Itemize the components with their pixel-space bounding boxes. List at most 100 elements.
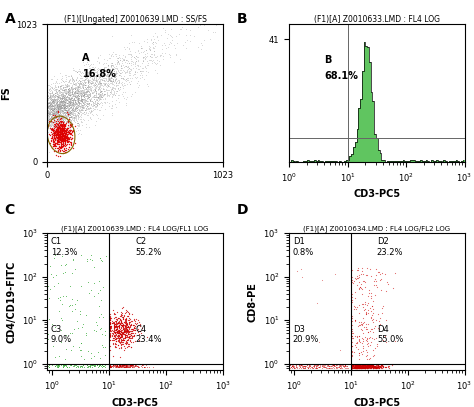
Point [110, 310, 118, 317]
Point [91, 363, 99, 369]
Point [50, 105, 58, 112]
Point [75, 101, 83, 107]
Point [68, 109, 75, 116]
Point [329, 361, 337, 368]
Point [305, 362, 312, 368]
Point [54, 116, 62, 123]
Point [54, 123, 62, 130]
Point [57, 326, 64, 333]
Point [118, 364, 126, 370]
Point [87, 61, 94, 68]
Point [91, 83, 98, 90]
Point [65, 138, 73, 144]
Point [348, 363, 356, 369]
Point [44, 129, 51, 135]
Point [105, 82, 112, 88]
Point [93, 361, 100, 368]
Point [360, 278, 367, 284]
Point [312, 363, 319, 370]
Point [212, 22, 219, 28]
Point [103, 89, 111, 96]
Point [44, 110, 51, 117]
Point [348, 328, 356, 334]
Point [87, 95, 95, 102]
Point [72, 93, 80, 100]
Point [52, 109, 60, 115]
Point [91, 362, 99, 368]
Point [64, 73, 72, 80]
Point [45, 109, 52, 116]
Point [65, 120, 73, 126]
Point [65, 130, 73, 137]
Point [74, 95, 82, 102]
Point [50, 109, 58, 116]
Point [44, 110, 52, 117]
Point [129, 321, 137, 328]
Point [60, 270, 67, 277]
Point [50, 106, 57, 113]
Point [81, 79, 88, 85]
Point [72, 97, 80, 103]
Point [359, 271, 367, 277]
Point [44, 99, 51, 105]
Point [66, 96, 73, 103]
Point [152, 54, 160, 61]
Point [54, 101, 62, 108]
Point [50, 85, 57, 92]
Point [373, 266, 380, 272]
Point [102, 64, 110, 70]
Point [128, 321, 135, 328]
Point [123, 337, 131, 343]
Point [78, 96, 85, 103]
Point [81, 91, 88, 98]
Point [126, 361, 134, 368]
Point [61, 113, 69, 120]
Point [44, 103, 51, 109]
Point [299, 274, 306, 280]
Point [54, 92, 62, 98]
Point [72, 84, 80, 91]
Point [69, 90, 76, 97]
Point [305, 363, 313, 370]
Point [77, 80, 84, 86]
Point [95, 362, 103, 368]
Point [353, 364, 360, 370]
Point [89, 87, 97, 93]
Point [367, 273, 374, 280]
Point [150, 35, 157, 42]
Point [59, 138, 66, 144]
Point [61, 103, 69, 110]
Point [48, 116, 56, 123]
Point [100, 82, 107, 89]
Point [74, 96, 82, 103]
X-axis label: CD3-PC5: CD3-PC5 [111, 398, 159, 407]
Point [120, 347, 128, 353]
Point [66, 87, 73, 93]
Point [55, 134, 62, 140]
Point [356, 362, 364, 368]
Point [85, 94, 92, 101]
Point [306, 362, 313, 368]
Point [111, 341, 118, 348]
Point [44, 115, 51, 121]
Point [69, 77, 77, 83]
Point [50, 129, 58, 136]
Point [51, 122, 59, 128]
Point [369, 363, 377, 369]
Point [87, 78, 94, 84]
Point [127, 60, 135, 66]
Point [51, 109, 58, 116]
Point [73, 125, 81, 131]
Point [54, 108, 62, 115]
Point [44, 101, 51, 107]
Point [57, 125, 64, 131]
Point [377, 276, 384, 282]
Point [65, 100, 73, 106]
Point [61, 106, 68, 112]
Point [44, 101, 51, 108]
Point [105, 93, 112, 100]
Point [363, 365, 371, 371]
Point [351, 304, 358, 310]
Point [49, 80, 57, 86]
Point [353, 364, 361, 371]
